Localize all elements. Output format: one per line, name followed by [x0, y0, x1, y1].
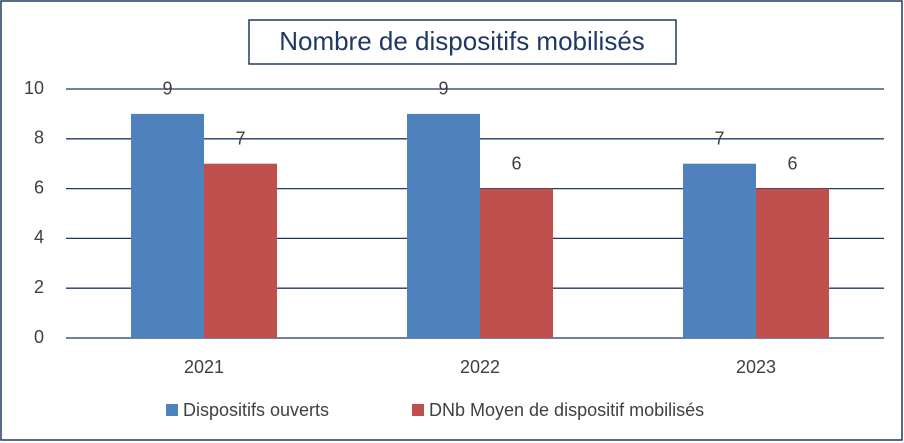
- y-tick-label: 4: [34, 227, 44, 247]
- value-label: 6: [787, 153, 797, 173]
- value-label: 7: [235, 128, 245, 148]
- x-tick-label: 2022: [460, 357, 500, 377]
- bar: [683, 163, 756, 338]
- legend-swatch: [412, 404, 424, 416]
- legend-label: DNb Moyen de dispositif mobilisés: [429, 400, 704, 420]
- value-label: 6: [511, 153, 521, 173]
- x-tick-label: 2021: [184, 357, 224, 377]
- y-tick-label: 8: [34, 128, 44, 148]
- value-label: 7: [714, 128, 724, 148]
- value-label: 9: [438, 79, 448, 99]
- bar: [480, 188, 553, 338]
- value-label: 9: [162, 79, 172, 99]
- title-box: [248, 19, 677, 65]
- x-tick-label: 2023: [736, 357, 776, 377]
- bar: [756, 188, 829, 338]
- y-tick-label: 2: [34, 277, 44, 297]
- y-tick-label: 10: [24, 78, 44, 98]
- bar: [204, 163, 277, 338]
- y-tick-label: 6: [34, 177, 44, 197]
- bar: [407, 113, 480, 339]
- legend-label: Dispositifs ouverts: [183, 400, 329, 420]
- legend-swatch: [166, 404, 178, 416]
- chart-title: Nombre de dispositifs mobilisés: [279, 26, 645, 56]
- y-tick-label: 0: [34, 327, 44, 347]
- bar: [131, 113, 204, 339]
